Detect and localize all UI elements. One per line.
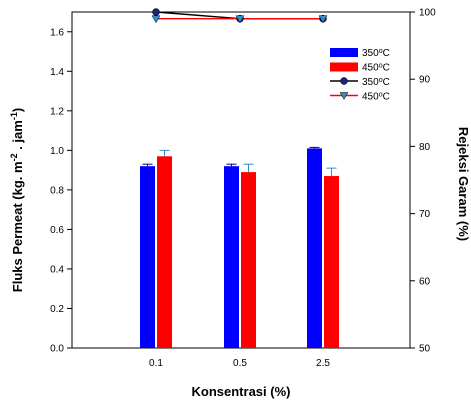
y2-tick-label: 70 bbox=[419, 209, 431, 220]
bar bbox=[157, 156, 172, 348]
y2-axis-title: Rejeksi Garam (%) bbox=[456, 127, 471, 241]
y2-tick-label: 100 bbox=[419, 8, 436, 19]
line-point bbox=[235, 15, 245, 24]
y-tick-label: 1.0 bbox=[50, 146, 64, 157]
y-axis-title-sup2: -1 bbox=[9, 112, 19, 120]
y-tick-label: 0.8 bbox=[50, 185, 64, 196]
y-tick-label: 1.6 bbox=[50, 27, 64, 38]
y-tick-label: 0.4 bbox=[50, 264, 64, 275]
bar bbox=[140, 166, 155, 348]
y2-tick-label: 60 bbox=[419, 276, 431, 287]
bar-group bbox=[140, 146, 339, 348]
legend-marker bbox=[340, 77, 348, 85]
line-point bbox=[152, 8, 160, 16]
bar bbox=[224, 166, 239, 348]
legend-label: 450oC bbox=[362, 62, 390, 74]
bar bbox=[241, 172, 256, 348]
bar bbox=[307, 148, 322, 348]
y-axis-title-mid: . jam bbox=[10, 120, 25, 153]
line-point bbox=[151, 15, 161, 24]
legend-swatch bbox=[330, 48, 358, 57]
x-axis-title: Konsentrasi (%) bbox=[192, 384, 291, 399]
legend-label: 350oC bbox=[362, 77, 390, 89]
x-tick-label: 0.5 bbox=[233, 358, 247, 369]
y2-tick-label: 50 bbox=[419, 344, 431, 355]
x-tick-label: 0.1 bbox=[149, 358, 163, 369]
legend-label: 450oC bbox=[362, 91, 390, 103]
y-tick-label: 1.4 bbox=[50, 67, 64, 78]
legend-label: 350oC bbox=[362, 48, 390, 60]
line-point bbox=[318, 15, 328, 24]
bar bbox=[324, 176, 339, 348]
y-axis-title: Fluks Permeat (kg. m-2 . jam-1) bbox=[9, 108, 25, 292]
y-tick-label: 0.6 bbox=[50, 225, 64, 236]
y-tick-label: 0.2 bbox=[50, 304, 64, 315]
y-axis-title-main: Fluks Permeat (kg. m bbox=[10, 161, 25, 292]
y-tick-label: 1.2 bbox=[50, 106, 64, 117]
legend-marker bbox=[339, 92, 349, 101]
x-tick-label: 2.5 bbox=[316, 358, 330, 369]
y2-tick-label: 90 bbox=[419, 75, 431, 86]
y-axis-title-sup1: -2 bbox=[9, 153, 19, 161]
y-axis-title-end: ) bbox=[10, 108, 25, 112]
line-group bbox=[151, 8, 328, 24]
y2-tick-label: 80 bbox=[419, 142, 431, 153]
legend: 350oC 450oC 350oC 450oC bbox=[330, 48, 390, 103]
legend-swatch bbox=[330, 62, 358, 72]
y-tick-label: 0.0 bbox=[50, 344, 64, 355]
